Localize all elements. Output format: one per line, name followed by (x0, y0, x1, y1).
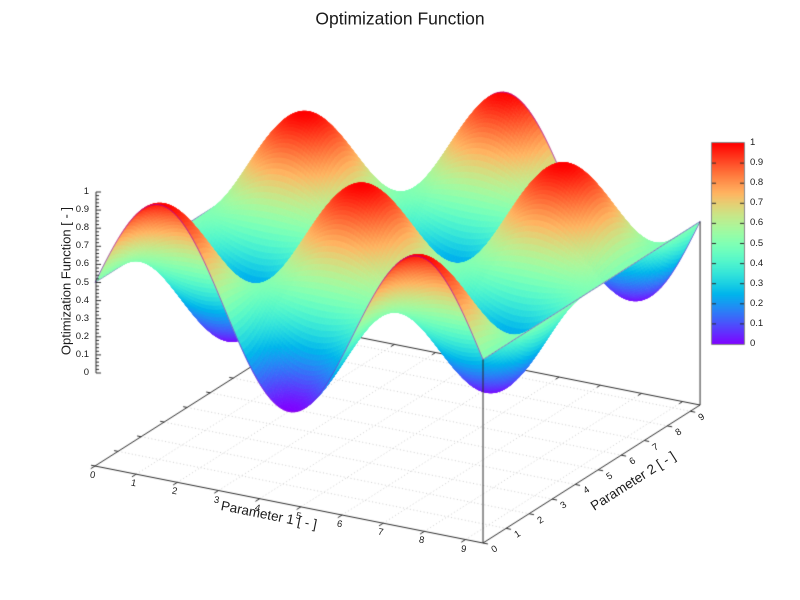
colorbar-tick-label: 1 (750, 137, 756, 148)
colorbar-tick-label: 0.2 (750, 297, 764, 309)
colorbar-tick-label: 0.7 (750, 197, 764, 209)
colorbar-tick-label: 0.3 (750, 277, 764, 289)
colorbar-tick-label: 0 (750, 338, 756, 349)
z-tick-label: 0.1 (75, 348, 89, 360)
colorbar-tick-label: 0.5 (750, 237, 764, 249)
z-tick-label: 0.7 (75, 240, 89, 252)
z-tick-label: 0.4 (75, 294, 89, 306)
colorbar-tick-label: 0.1 (750, 317, 764, 329)
z-tick-label: 0.3 (75, 312, 89, 324)
z-tick-label: 0.8 (75, 222, 89, 234)
colorbar-tick-label: 0.9 (750, 157, 764, 169)
colorbar-tick-label: 0.6 (750, 217, 764, 229)
z-tick-label: 0.6 (75, 258, 89, 270)
z-tick-label: 0.9 (75, 204, 89, 216)
chart-title: Optimization Function (315, 8, 485, 29)
z-tick-label: 0.2 (75, 330, 89, 342)
z-tick-label: 1 (83, 186, 89, 197)
z-tick-label: 0.5 (75, 276, 89, 288)
colorbar-tick-label: 0.8 (750, 177, 764, 189)
colorbar-tick-label: 0.4 (750, 257, 764, 269)
z-tick-label: 0 (83, 367, 89, 378)
